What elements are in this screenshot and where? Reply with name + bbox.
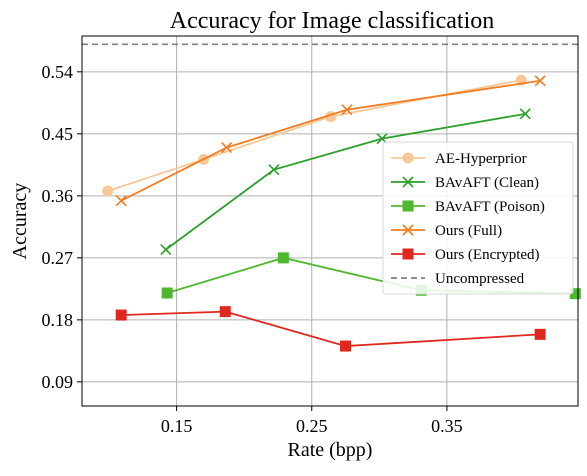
ours-encrypted-line <box>121 310 541 347</box>
ours-full-point <box>534 75 546 87</box>
legend-item-uncompressed: Uncompressed <box>391 271 525 287</box>
legend-swatch-marker <box>402 152 414 164</box>
legend: AE-Hyperprior BAvAFT (Clean) BAvAFT (Poiso… <box>382 141 574 295</box>
legend-label: AE-Hyperprior <box>435 151 527 167</box>
series-ours-encrypted <box>115 306 546 352</box>
legend-label: BAvAFT (Poison) <box>435 199 545 215</box>
bavaft-poison-point <box>161 287 173 299</box>
legend-swatch-marker <box>402 200 414 212</box>
grid-lines <box>82 36 578 406</box>
x-axis-label: Rate (bpp) <box>288 439 373 461</box>
x-tick-label: 0.25 <box>296 416 328 436</box>
ours-full-point <box>221 142 233 154</box>
legend-label: BAvAFT (Clean) <box>435 175 539 191</box>
ours-encrypted-point <box>115 309 127 321</box>
plot-frame <box>81 35 579 407</box>
legend-item-bavaft-poison: BAvAFT (Poison) <box>391 199 545 215</box>
chart-title: Accuracy for Image classification <box>170 8 495 34</box>
x-axis-ticks: 0.15 0.25 0.35 <box>161 406 463 436</box>
ours-encrypted-point <box>340 340 352 352</box>
legend-swatch-marker <box>402 176 414 188</box>
x-tick-label: 0.15 <box>161 416 193 436</box>
series-bavaft-clean <box>160 108 531 256</box>
ours-encrypted-point <box>219 306 231 318</box>
legend-swatch-marker <box>402 224 414 236</box>
x-tick-label: 0.35 <box>431 416 463 436</box>
legend-swatch-marker <box>402 248 414 260</box>
legend-item-bavaft-clean: BAvAFT (Clean) <box>391 175 539 191</box>
bavaft-poison-point <box>277 252 289 264</box>
ours-encrypted-point <box>534 328 546 340</box>
y-tick-label: 0.36 <box>42 186 74 206</box>
y-tick-label: 0.18 <box>42 310 74 330</box>
y-axis-ticks: 0.09 0.18 0.27 0.36 0.45 0.54 <box>42 62 82 392</box>
bavaft-clean-point <box>268 164 280 176</box>
y-tick-label: 0.27 <box>42 248 74 268</box>
legend-item-ours-encrypted: Ours (Encrypted) <box>391 247 540 263</box>
ae-hyperprior-point <box>102 185 114 197</box>
y-tick-label: 0.09 <box>42 372 74 392</box>
series-ours-full <box>115 75 546 207</box>
bavaft-clean-point <box>160 244 172 256</box>
legend-frame <box>382 141 574 295</box>
y-tick-label: 0.54 <box>42 62 74 82</box>
y-axis-label: Accuracy <box>9 183 31 260</box>
legend-label: Uncompressed <box>435 271 525 287</box>
legend-label: Ours (Encrypted) <box>435 247 540 263</box>
ours-full-point <box>341 104 353 116</box>
y-tick-label: 0.45 <box>42 124 74 144</box>
bavaft-clean-line <box>165 112 526 251</box>
bavaft-clean-point <box>519 108 531 120</box>
legend-item-ours-full: Ours (Full) <box>391 223 502 239</box>
legend-label: Ours (Full) <box>435 223 502 239</box>
legend-item-ae-hyperprior: AE-Hyperprior <box>391 151 527 167</box>
ours-full-point <box>115 195 127 207</box>
ours-full-line <box>120 79 541 202</box>
